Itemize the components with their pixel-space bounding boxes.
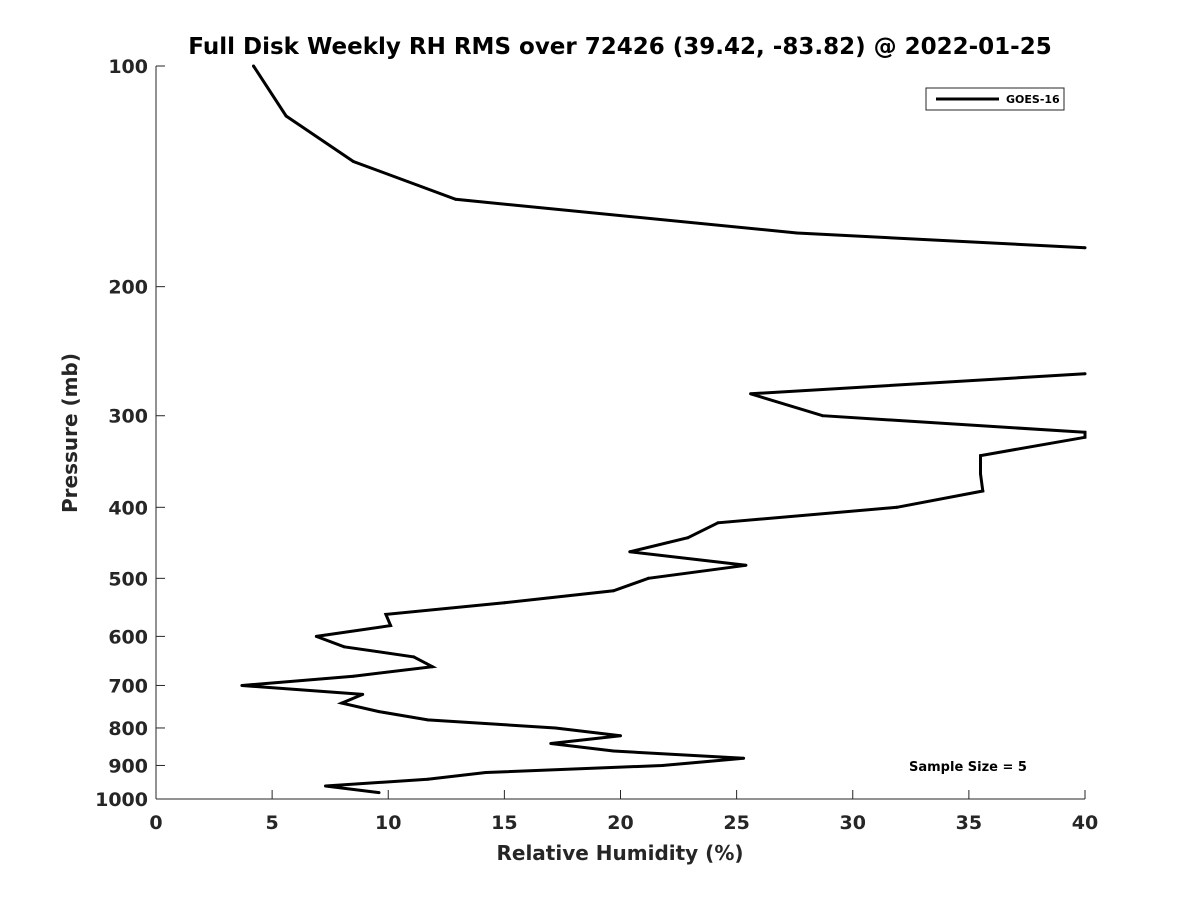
data-point — [252, 64, 255, 68]
data-point — [484, 771, 488, 774]
y-tick-label: 100 — [108, 56, 148, 78]
data-point — [240, 684, 244, 687]
y-tick-label: 1000 — [95, 789, 148, 811]
data-point — [628, 550, 632, 554]
x-tick-label: 20 — [607, 812, 633, 834]
data-point — [686, 536, 690, 540]
data-point — [619, 734, 622, 738]
series-line — [252, 65, 1086, 250]
data-point — [361, 692, 365, 696]
data-point — [749, 392, 753, 396]
x-tick-label: 10 — [375, 812, 401, 834]
y-tick-label: 600 — [108, 626, 148, 648]
y-tick-label: 200 — [108, 277, 148, 299]
data-point — [377, 791, 381, 795]
y-tick-label: 700 — [108, 675, 148, 697]
x-tick-label: 15 — [491, 812, 517, 834]
data-point — [426, 777, 430, 781]
y-tick-label: 300 — [108, 406, 148, 428]
series-line — [241, 372, 1087, 795]
chart-title: Full Disk Weekly RH RMS over 72426 (39.4… — [188, 34, 1051, 60]
y-tick-label: 800 — [108, 718, 148, 740]
y-tick-label: 900 — [108, 755, 148, 777]
data-point — [384, 612, 388, 616]
data-point — [612, 749, 615, 753]
data-point — [744, 563, 748, 567]
data-point — [716, 521, 720, 525]
data-point — [430, 665, 434, 669]
data-point — [1083, 430, 1087, 434]
data-point — [1083, 435, 1087, 439]
data-point — [377, 710, 381, 714]
data-point — [426, 718, 430, 722]
data-point — [412, 655, 416, 659]
data-point — [660, 764, 664, 767]
data-point — [895, 505, 899, 509]
data-point — [1083, 246, 1087, 250]
x-tick-label: 30 — [840, 812, 866, 834]
data-point — [742, 756, 746, 760]
sample-size-annotation: Sample Size = 5 — [909, 760, 1027, 775]
data-point — [549, 742, 553, 745]
data-point — [981, 489, 985, 493]
data-point — [821, 414, 825, 418]
data-point — [612, 589, 615, 593]
data-point — [979, 472, 982, 476]
data-point — [1083, 372, 1087, 376]
data-point — [554, 726, 557, 730]
x-axis-label: Relative Humidity (%) — [496, 841, 743, 865]
x-tick-label: 0 — [149, 812, 162, 834]
x-tick-label: 25 — [723, 812, 749, 834]
data-point — [795, 231, 799, 235]
legend-label: GOES-16 — [1006, 93, 1060, 106]
data-point — [389, 624, 393, 628]
data-point — [979, 454, 982, 458]
data-point — [351, 160, 355, 163]
data-point — [324, 784, 327, 788]
x-tick-label: 40 — [1072, 812, 1098, 834]
data-point — [646, 576, 650, 580]
data-point — [342, 645, 346, 649]
y-tick-label: 400 — [108, 497, 148, 519]
y-tick-label: 500 — [108, 568, 148, 590]
plot-area: 0 5 10 15 20 25 30 35 40 100 200 300 400 500 600 700 800… — [95, 56, 1098, 834]
y-axis-label: Pressure (mb) — [58, 353, 82, 513]
x-tick-label: 35 — [956, 812, 982, 834]
data-point — [340, 701, 344, 705]
data-point — [454, 197, 458, 201]
data-point — [284, 114, 288, 118]
data-point — [314, 634, 318, 638]
x-tick-label: 5 — [266, 812, 279, 834]
data-point — [502, 601, 506, 605]
data-point — [351, 674, 355, 678]
